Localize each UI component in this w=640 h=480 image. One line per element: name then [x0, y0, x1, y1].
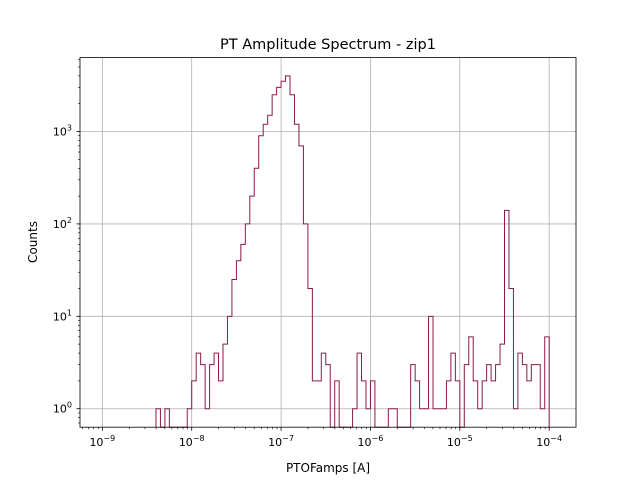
x-tick-label: 10−7: [268, 434, 294, 449]
y-tick-labels: 100 101 102 103: [53, 124, 72, 416]
x-tick-label: 10−5: [447, 434, 473, 449]
x-tick-labels: 10−9 10−8 10−7 10−6 10−5 10−4: [89, 434, 562, 449]
y-axis-label: Counts: [26, 221, 40, 263]
major-tick-marks: [76, 131, 550, 431]
x-tick-label: 10−8: [179, 434, 205, 449]
chart-title: PT Amplitude Spectrum - zip1: [220, 37, 436, 53]
histogram-step-line: [155, 75, 550, 428]
plot-frame: [79, 57, 577, 428]
x-tick-label: 10−6: [358, 434, 384, 449]
y-tick-label: 102: [53, 216, 72, 231]
minor-tick-marks: [78, 59, 546, 430]
x-tick-label: 10−4: [536, 434, 562, 449]
grid-lines: [80, 57, 576, 428]
x-tick-label: 10−9: [89, 434, 115, 449]
y-tick-label: 100: [53, 401, 72, 416]
y-tick-label: 101: [53, 308, 72, 323]
x-axis-label: PTOFamps [A]: [286, 461, 370, 475]
y-tick-label: 103: [53, 124, 72, 139]
